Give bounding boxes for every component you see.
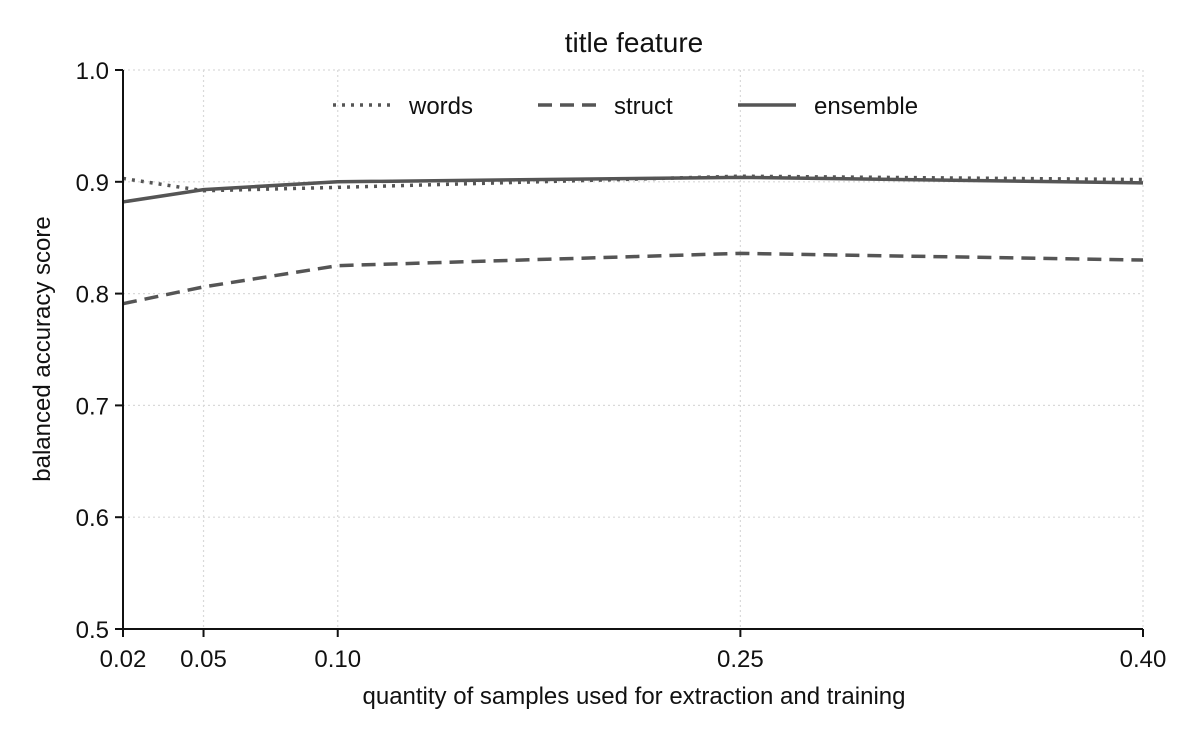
y-tick-label: 0.8 [76,282,109,309]
legend: words struct ensemble [333,93,918,120]
y-tick-label: 0.7 [76,393,109,420]
series-line-words [122,174,1144,193]
x-tick-label: 0.40 [1120,646,1167,673]
y-tick-label: 0.5 [76,617,109,644]
x-axis-label: quantity of samples used for extraction … [363,683,906,710]
x-tick-label: 0.25 [717,646,764,673]
legend-label-ensemble: ensemble [814,93,918,120]
series-line-ensemble [122,175,1144,204]
x-ticks: 0.02 0.05 0.10 0.25 0.40 [100,629,1167,673]
x-tick-label: 0.05 [180,646,227,673]
legend-label-struct: struct [614,93,673,120]
grid [122,69,1144,630]
y-ticks: 0.5 0.6 0.7 0.8 0.9 1.0 [76,58,123,644]
chart-title: title feature [565,27,704,58]
x-tick-label: 0.10 [314,646,361,673]
x-tick-label: 0.02 [100,646,147,673]
y-axis-label: balanced accuracy score [29,216,56,481]
series-lines [122,174,1144,306]
y-tick-label: 0.6 [76,505,109,532]
y-tick-label: 1.0 [76,58,109,85]
y-tick-label: 0.9 [76,170,109,197]
axes [122,70,1143,630]
series-line-struct [122,251,1144,306]
legend-label-words: words [408,93,473,120]
